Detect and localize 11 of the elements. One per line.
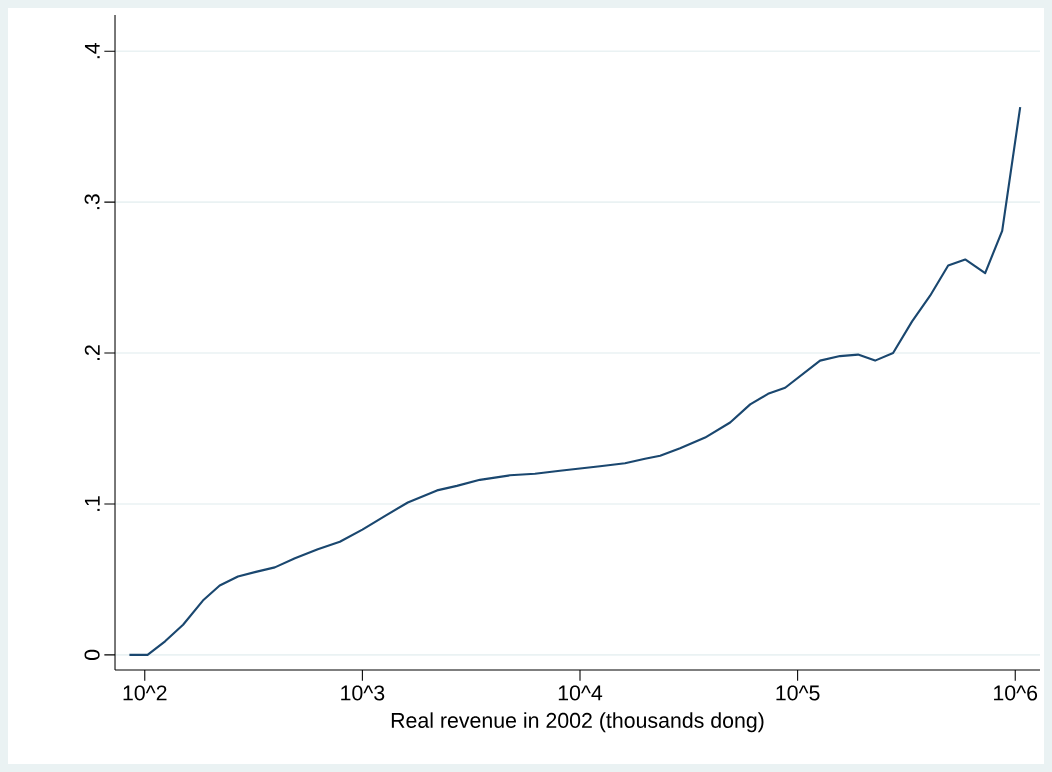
x-axis-title: Real revenue in 2002 (thousands dong) bbox=[391, 712, 764, 733]
x-tick-label: 10^4 bbox=[558, 685, 603, 701]
y-tick-label: .3 bbox=[84, 194, 100, 210]
y-tick-label: .4 bbox=[84, 42, 100, 59]
y-tick-label: 0 bbox=[84, 649, 100, 660]
x-tick-label: 10^2 bbox=[123, 685, 167, 701]
y-tick-label: .1 bbox=[84, 496, 100, 511]
x-tick-label: 10^5 bbox=[776, 685, 820, 701]
x-tick-label: 10^3 bbox=[341, 685, 385, 701]
y-tick-label: .2 bbox=[84, 345, 100, 361]
x-tick-label: 10^6 bbox=[994, 685, 1038, 701]
